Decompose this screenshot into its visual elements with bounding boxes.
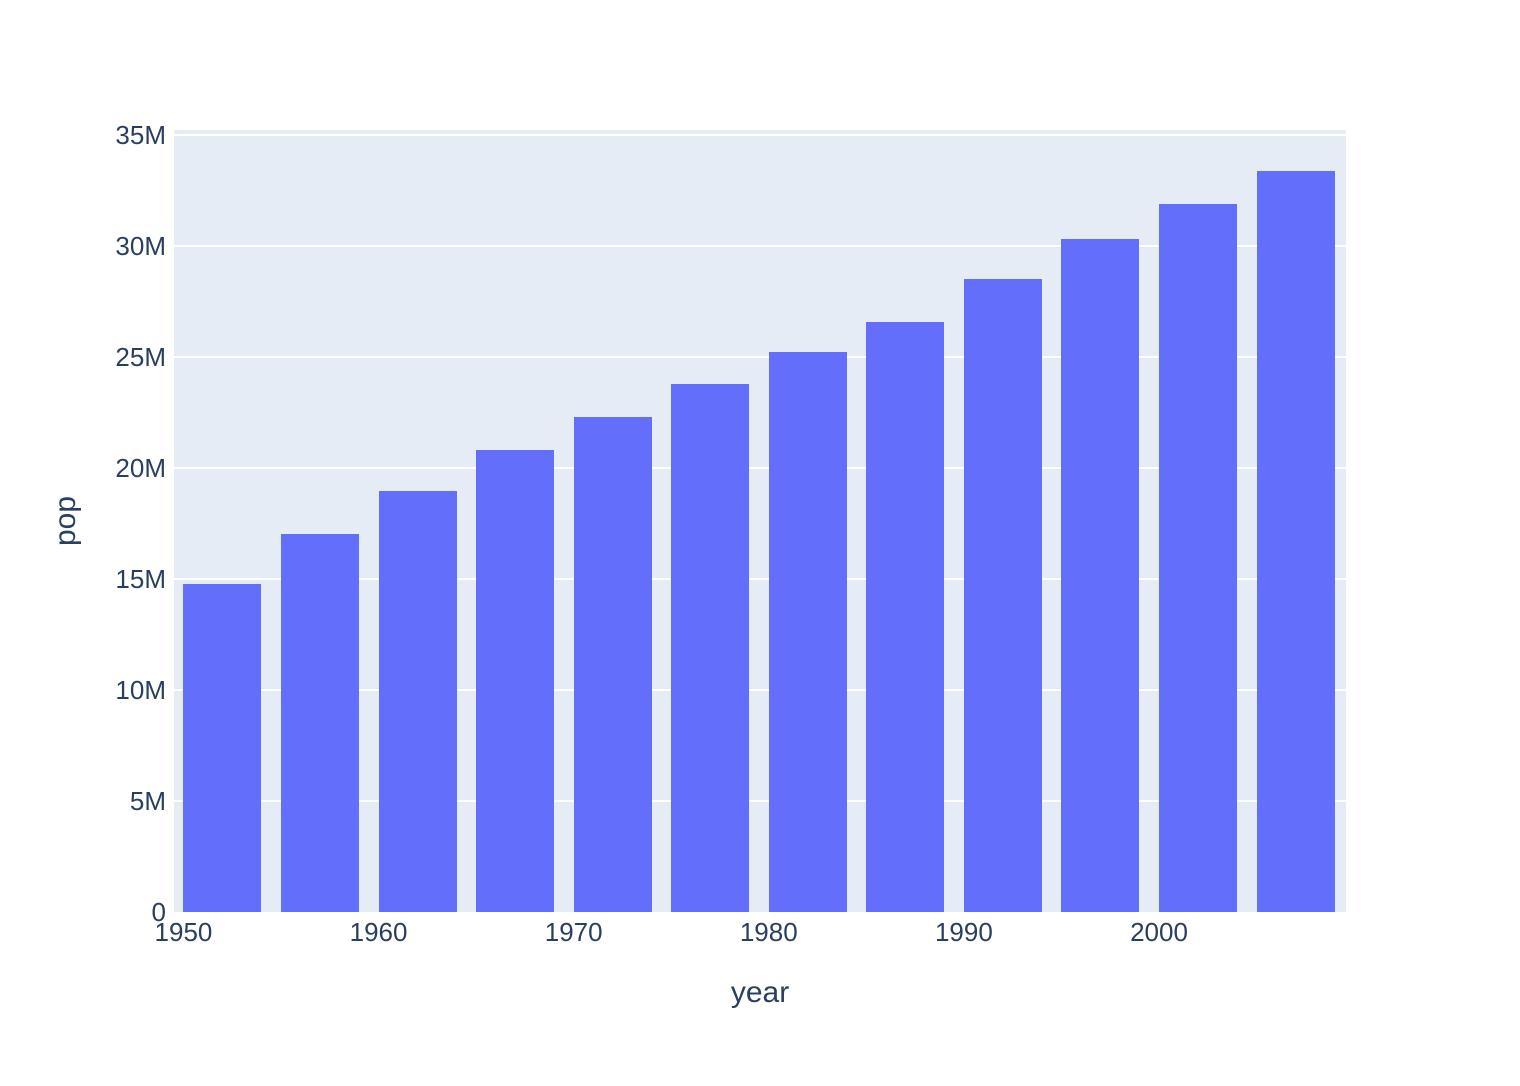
y-tick-label: 0	[151, 897, 166, 928]
y-tick-label: 5M	[129, 786, 166, 817]
y-gridline	[173, 800, 1347, 803]
bar-1992[interactable]	[963, 278, 1042, 913]
bar-1962[interactable]	[378, 490, 457, 913]
bar-1987[interactable]	[866, 322, 945, 913]
x-axis-title: year	[730, 976, 790, 1009]
bar-2002[interactable]	[1158, 203, 1237, 913]
bar-1982[interactable]	[768, 352, 847, 913]
x-tick-label: 1990	[934, 917, 993, 947]
bar-1957[interactable]	[280, 534, 360, 913]
x-tick-label: 2000	[1130, 917, 1188, 947]
x-tick-label: 1970	[544, 917, 603, 947]
y-tick-label: 35M	[115, 119, 166, 150]
y-tick-label: 10M	[115, 675, 166, 706]
y-gridline	[173, 133, 1347, 136]
y-tick-label: 25M	[115, 341, 166, 372]
bar-1972[interactable]	[573, 417, 652, 913]
y-gridline	[173, 244, 1347, 247]
y-tick-label: 30M	[115, 230, 166, 261]
y-gridline	[173, 578, 1347, 581]
x-tick-label: 1980	[739, 917, 798, 947]
x-tick-label: 1950	[154, 917, 213, 947]
bar-1977[interactable]	[671, 383, 750, 913]
y-tick-label: 20M	[115, 452, 166, 483]
y-axis-title: pop	[49, 495, 82, 547]
x-tick-label: 1960	[349, 917, 408, 947]
y-gridline	[173, 355, 1347, 358]
y-tick-label: 15M	[115, 564, 166, 595]
plot-area	[173, 130, 1347, 913]
bar-1967[interactable]	[476, 449, 555, 913]
bar-1952[interactable]	[183, 583, 262, 913]
bar-1997[interactable]	[1061, 239, 1140, 913]
y-gridline	[173, 466, 1347, 469]
y-gridline	[173, 689, 1347, 692]
bar-2007[interactable]	[1256, 170, 1335, 913]
